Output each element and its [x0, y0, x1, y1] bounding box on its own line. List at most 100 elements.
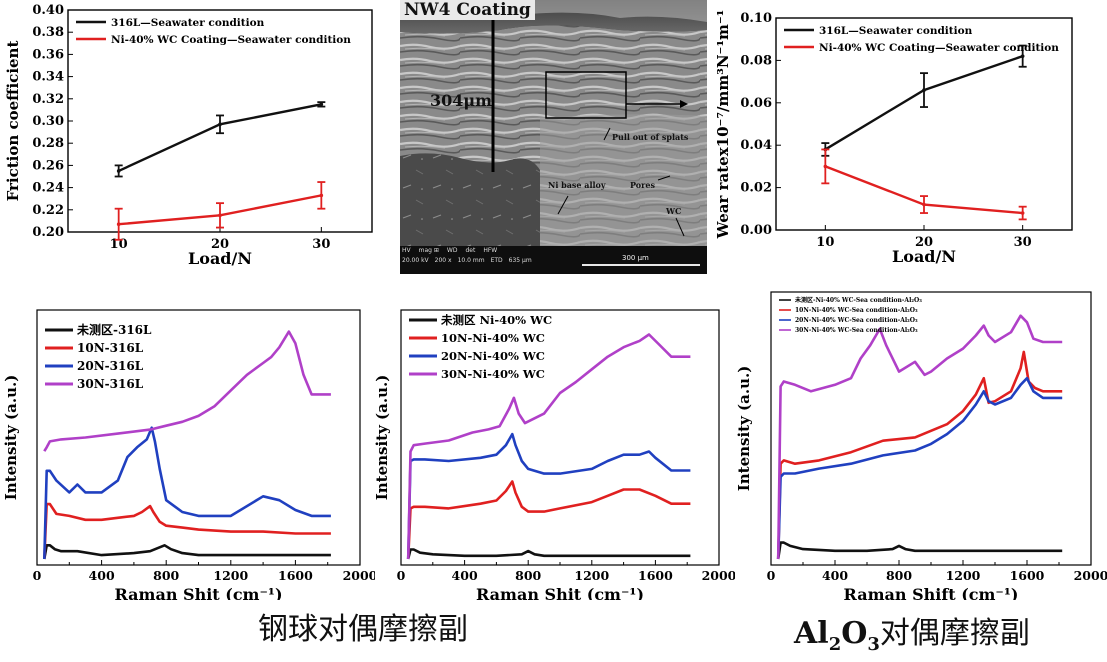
- y-tick-label: 0.34: [32, 70, 64, 85]
- caption-al2o3-al: Al: [794, 616, 829, 651]
- sem-micrograph: [400, 0, 707, 274]
- spectrum-line-0: [406, 548, 691, 560]
- y-tick-label: 0.36: [32, 47, 64, 62]
- legend-label: 未测区 Ni-40% WC: [440, 313, 552, 327]
- data-point: [1020, 211, 1025, 215]
- sem-databar-row1: HV mag ⊞ WD det HFW: [402, 247, 497, 254]
- x-tick-label: 1200: [213, 568, 248, 583]
- friction-coefficient-chart: 0.20 0.22 0.24 0.26 0.28 0.30 0.32 0.34 0.36 0.38…: [4, 3, 373, 268]
- legend-label: 20N-Ni-40% WC: [441, 349, 545, 363]
- caption-al2o3-sub2: 3: [867, 634, 880, 655]
- x-tick-label: 2000: [702, 568, 735, 583]
- y-tick-label: 0.28: [32, 136, 64, 151]
- x-tick-label: 1600: [638, 568, 673, 583]
- spectrum-line-3: [776, 314, 1063, 560]
- databar-hfw-value: 635 μm: [508, 257, 532, 264]
- legend-label: 未测区-Ni-40% WC-Sea condition-Al₂O₃: [795, 296, 922, 304]
- spectrum-line-0: [776, 541, 1063, 560]
- legend-label: 30N-Ni-40% WC: [441, 367, 545, 381]
- data-point: [218, 122, 222, 127]
- legend-label: 20N-Ni-40% WC-Sea condition-Al₂O₃: [795, 317, 918, 324]
- sem-cross-section-image: NW4 Coating 304μm Pull out of splats Ni …: [400, 0, 707, 274]
- spectrum-line-3: [406, 333, 691, 560]
- legend-label: Ni-40% WC Coating—Seawater condition: [111, 34, 351, 46]
- y-tick-label: 0.26: [32, 158, 64, 173]
- y-tick-label: 0.00: [740, 223, 772, 238]
- raman-316l-chart: 0 400 800 1200 1600 2000 Raman Shit (cm⁻¹) Inte…: [2, 309, 375, 600]
- legend-label: 未测区-316L: [76, 322, 152, 337]
- databar-hv-label: HV: [402, 247, 411, 254]
- databar-mag-label: mag ⊞: [418, 247, 439, 254]
- x-tick-label: 20: [915, 235, 933, 250]
- y-axis-label: Intensity (a.u.): [375, 375, 391, 501]
- y-axis-label: Intensity (a.u.): [735, 366, 753, 492]
- sem-thickness-label: 304μm: [430, 91, 493, 110]
- caption-al2o3: Al2O3对偶摩擦副: [794, 608, 1030, 655]
- sem-databar: [400, 246, 707, 274]
- databar-wd-value: 10.0 mm: [457, 257, 485, 264]
- spectrum-line-1: [43, 502, 331, 560]
- caption-steel-ball: 钢球对偶摩擦副: [258, 612, 468, 647]
- sem-scale-label: 300 μm: [622, 254, 649, 262]
- x-axis-label: Raman Shift (cm⁻¹): [844, 585, 1019, 600]
- x-tick-label: 20: [211, 237, 229, 252]
- spectrum-line-1: [776, 350, 1063, 560]
- y-tick-label: 0.38: [32, 25, 64, 40]
- x-tick-label: 10: [110, 237, 128, 252]
- spectrum-line-1: [406, 480, 691, 560]
- legend-label: Ni-40% WC Coating—Seawater condition: [819, 42, 1059, 54]
- spectrum-line-2: [43, 426, 331, 560]
- databar-det-label: det: [465, 247, 476, 254]
- scale-bar: [582, 264, 700, 266]
- y-tick-label: 0.10: [740, 11, 772, 26]
- raman-ni40wc-al2o3-chart: 0 400 800 1200 1600 2000 Raman Shift (cm⁻¹) Int…: [735, 291, 1107, 600]
- x-axis-label: Raman Shit (cm⁻¹): [114, 585, 282, 600]
- sem-annotation-ni-base: Ni base alloy: [548, 180, 606, 190]
- x-tick-label: 400: [822, 568, 848, 583]
- x-tick-label: 1600: [278, 568, 313, 583]
- spectrum-line-2: [776, 376, 1063, 560]
- zoom-box: [545, 71, 627, 119]
- x-tick-label: 1200: [946, 568, 981, 583]
- x-tick-label: 0: [767, 568, 776, 583]
- spectrum-line-2: [406, 432, 691, 560]
- legend-label: 20N-316L: [77, 359, 144, 373]
- x-tick-label: 400: [89, 568, 115, 583]
- y-tick-label: 0.24: [32, 181, 64, 196]
- y-axis-label: Wear ratex10⁻⁷/mm³N⁻¹m⁻¹: [714, 10, 732, 240]
- x-tick-label: 2000: [343, 568, 375, 583]
- x-tick-label: 800: [515, 568, 541, 583]
- caption-al2o3-suffix: 对偶摩擦副: [879, 616, 1030, 651]
- raman-ni40wc-steel-chart: 0 400 800 1200 1600 2000 Raman Shit (cm⁻¹) Inte…: [375, 309, 735, 600]
- wear-rate-chart: 0.00 0.02 0.04 0.06 0.08 0.10 10 20 30 Load/N Wear…: [714, 10, 1073, 266]
- x-tick-label: 30: [312, 237, 330, 252]
- x-tick-label: 30: [1014, 235, 1032, 250]
- data-point: [116, 222, 121, 227]
- data-point: [1020, 54, 1025, 58]
- x-tick-label: 0: [33, 568, 42, 583]
- spectrum-line-0: [43, 544, 331, 560]
- legend-label: 30N-316L: [77, 377, 144, 391]
- x-tick-label: 0: [397, 568, 406, 583]
- x-tick-label: 800: [886, 568, 912, 583]
- series-line-0: [118, 103, 322, 173]
- sem-annotation-pores: Pores: [630, 180, 655, 190]
- y-axis-label: Friction coefficient: [4, 41, 22, 202]
- y-tick-label: 0.40: [32, 3, 64, 18]
- y-tick-label: 0.06: [740, 96, 772, 111]
- y-axis-label: Intensity (a.u.): [2, 375, 20, 501]
- y-tick-label: 0.08: [740, 53, 772, 68]
- y-tick-label: 0.04: [740, 138, 772, 153]
- data-point: [922, 88, 926, 92]
- data-point: [319, 102, 324, 107]
- sem-annotation-pull-out: Pull out of splats: [612, 132, 689, 142]
- legend-label: 316L—Seawater condition: [111, 17, 265, 29]
- x-tick-label: 2000: [1074, 568, 1107, 583]
- data-point: [319, 193, 324, 198]
- databar-det-value: ETD: [490, 257, 503, 264]
- y-tick-label: 0.20: [32, 225, 64, 240]
- spectrum-line-3: [43, 330, 331, 452]
- x-tick-label: 400: [452, 568, 478, 583]
- x-tick-label: 800: [153, 568, 179, 583]
- data-point: [116, 169, 121, 173]
